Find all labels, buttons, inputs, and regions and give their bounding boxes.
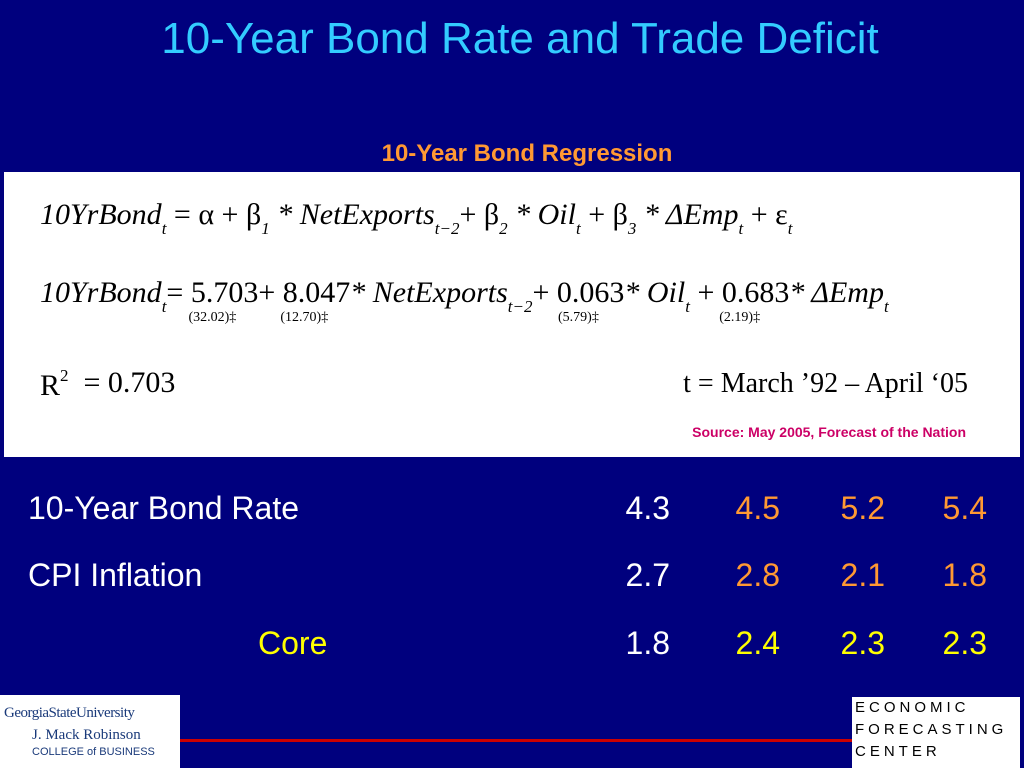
subscript: t [883, 297, 889, 316]
subscript: 2 [499, 219, 508, 238]
estimated-equation: 10YrBondt = 5.703 (32.02)‡ + 8.047 (12.70)‡ *… [40, 276, 889, 326]
term: * Oilt [624, 276, 690, 317]
term: * ΔEmpt [636, 198, 743, 239]
cell-value: 1.8 [942, 557, 987, 593]
cell-value: 5.2 [840, 490, 885, 526]
term: + β3 [580, 198, 637, 239]
cell-value: 4.5 [735, 490, 780, 526]
superscript: 2 [60, 366, 69, 385]
term-text: + 8.047 [258, 276, 351, 309]
term-text: = 5.703 [166, 276, 259, 309]
cell-value: 2.3 [942, 625, 987, 661]
row-label: Core [258, 625, 328, 661]
coefficient: + 0.683 (2.19)‡ [690, 276, 789, 326]
coefficient: + 8.047 (12.70)‡ [258, 276, 350, 326]
term: + 8.047 [258, 276, 350, 310]
term-text: * Oil [507, 198, 576, 231]
logo-text: GeorgiaStateUniversity [4, 705, 135, 721]
sample-period: t = March ’92 – April ‘05 [683, 368, 968, 399]
t-statistic: (5.79)‡ [558, 310, 599, 325]
term-text: + β [459, 198, 500, 231]
term: = 5.703 [166, 276, 258, 310]
term-text: * Oil [624, 276, 686, 309]
r-squared: R2 = 0.703 [40, 366, 175, 403]
cell-value: 1.8 [625, 625, 670, 661]
table-row: 10-Year Bond Rate 4.3 4.5 5.2 5.4 [0, 490, 1024, 530]
cell-value: 4.3 [625, 490, 670, 526]
t-statistic: (12.70)‡ [280, 310, 329, 325]
term-text: 10YrBond [40, 198, 162, 231]
coefficient: = 5.703 (32.02)‡ [166, 276, 258, 326]
regression-panel: 10YrBondt = α + β1 * NetExportst−2 + β2 *… [4, 172, 1020, 457]
term-text: 10YrBond [40, 276, 162, 309]
subscript: t [685, 297, 690, 316]
t-statistic: (2.19)‡ [719, 310, 761, 325]
term: * Oilt [508, 198, 581, 239]
logo-text: FORECASTING [855, 721, 1008, 738]
term: + 0.063 [532, 276, 624, 310]
efc-logo: ECONOMIC FORECASTING CENTER [852, 697, 1020, 768]
term-text: * NetExports [269, 198, 435, 231]
subscript: t−2 [434, 219, 460, 238]
cell-value: 2.1 [840, 557, 885, 593]
term-text: * ΔEmp [789, 276, 884, 309]
logo-text: J. Mack Robinson [32, 727, 141, 743]
coefficient: + 0.063 (5.79)‡ [532, 276, 624, 326]
model-equation: 10YrBondt = α + β1 * NetExportst−2 + β2 *… [40, 198, 792, 239]
term: 10YrBondt [40, 198, 166, 239]
term-text: + ε [743, 198, 788, 231]
term-text: = α + β [166, 198, 262, 231]
term: + εt [743, 198, 793, 239]
title: 10-Year Bond Rate and Trade Deficit [161, 14, 879, 63]
term: + β2 [459, 198, 507, 239]
logo-text: ECONOMIC [855, 699, 970, 716]
subscript: 1 [261, 219, 270, 238]
subtitle: 10-Year Bond Regression [381, 140, 673, 167]
term: * NetExportst−2 [269, 198, 460, 239]
cell-value: 2.7 [625, 557, 670, 593]
table-row: CPI Inflation 2.7 2.8 2.1 1.8 [0, 557, 1024, 597]
gsu-logo: GeorgiaStateUniversity J. Mack Robinson … [0, 695, 180, 768]
term-text: + 0.063 [532, 276, 625, 309]
subscript: 3 [627, 219, 637, 238]
t-statistic: (32.02)‡ [188, 310, 237, 325]
term: = 0.703 [69, 366, 176, 400]
term-text: * ΔEmp [636, 198, 739, 231]
table-row: Core 1.8 2.4 2.3 2.3 [0, 625, 1024, 665]
subscript: t [161, 219, 167, 238]
term: * ΔEmpt [789, 276, 888, 317]
row-label: 10-Year Bond Rate [28, 490, 300, 526]
logo-text: COLLEGE of BUSINESS [32, 746, 155, 758]
term-text: R [40, 369, 61, 402]
cell-value: 2.4 [735, 625, 780, 661]
subscript: t [575, 219, 581, 238]
term: R2 [40, 366, 69, 403]
subscript: t [738, 219, 744, 238]
term-text: + 0.683 [689, 276, 790, 309]
term: = α + β1 [166, 198, 270, 239]
subscript: t−2 [507, 297, 533, 316]
cell-value: 2.3 [840, 625, 885, 661]
logo-text: CENTER [855, 743, 941, 760]
term: + 0.683 [690, 276, 789, 310]
term-text: = 0.703 [68, 366, 176, 399]
source-note: Source: May 2005, Forecast of the Nation [692, 424, 966, 440]
term-text: + β [580, 198, 628, 231]
subscript: t [787, 219, 793, 238]
term: * NetExportst−2 [350, 276, 532, 317]
term-text: * NetExports [350, 276, 508, 309]
subscript: t [161, 297, 167, 316]
divider [180, 739, 852, 742]
row-label: CPI Inflation [28, 557, 203, 593]
cell-value: 2.8 [735, 557, 780, 593]
term: 10YrBondt [40, 276, 166, 317]
cell-value: 5.4 [942, 490, 987, 526]
